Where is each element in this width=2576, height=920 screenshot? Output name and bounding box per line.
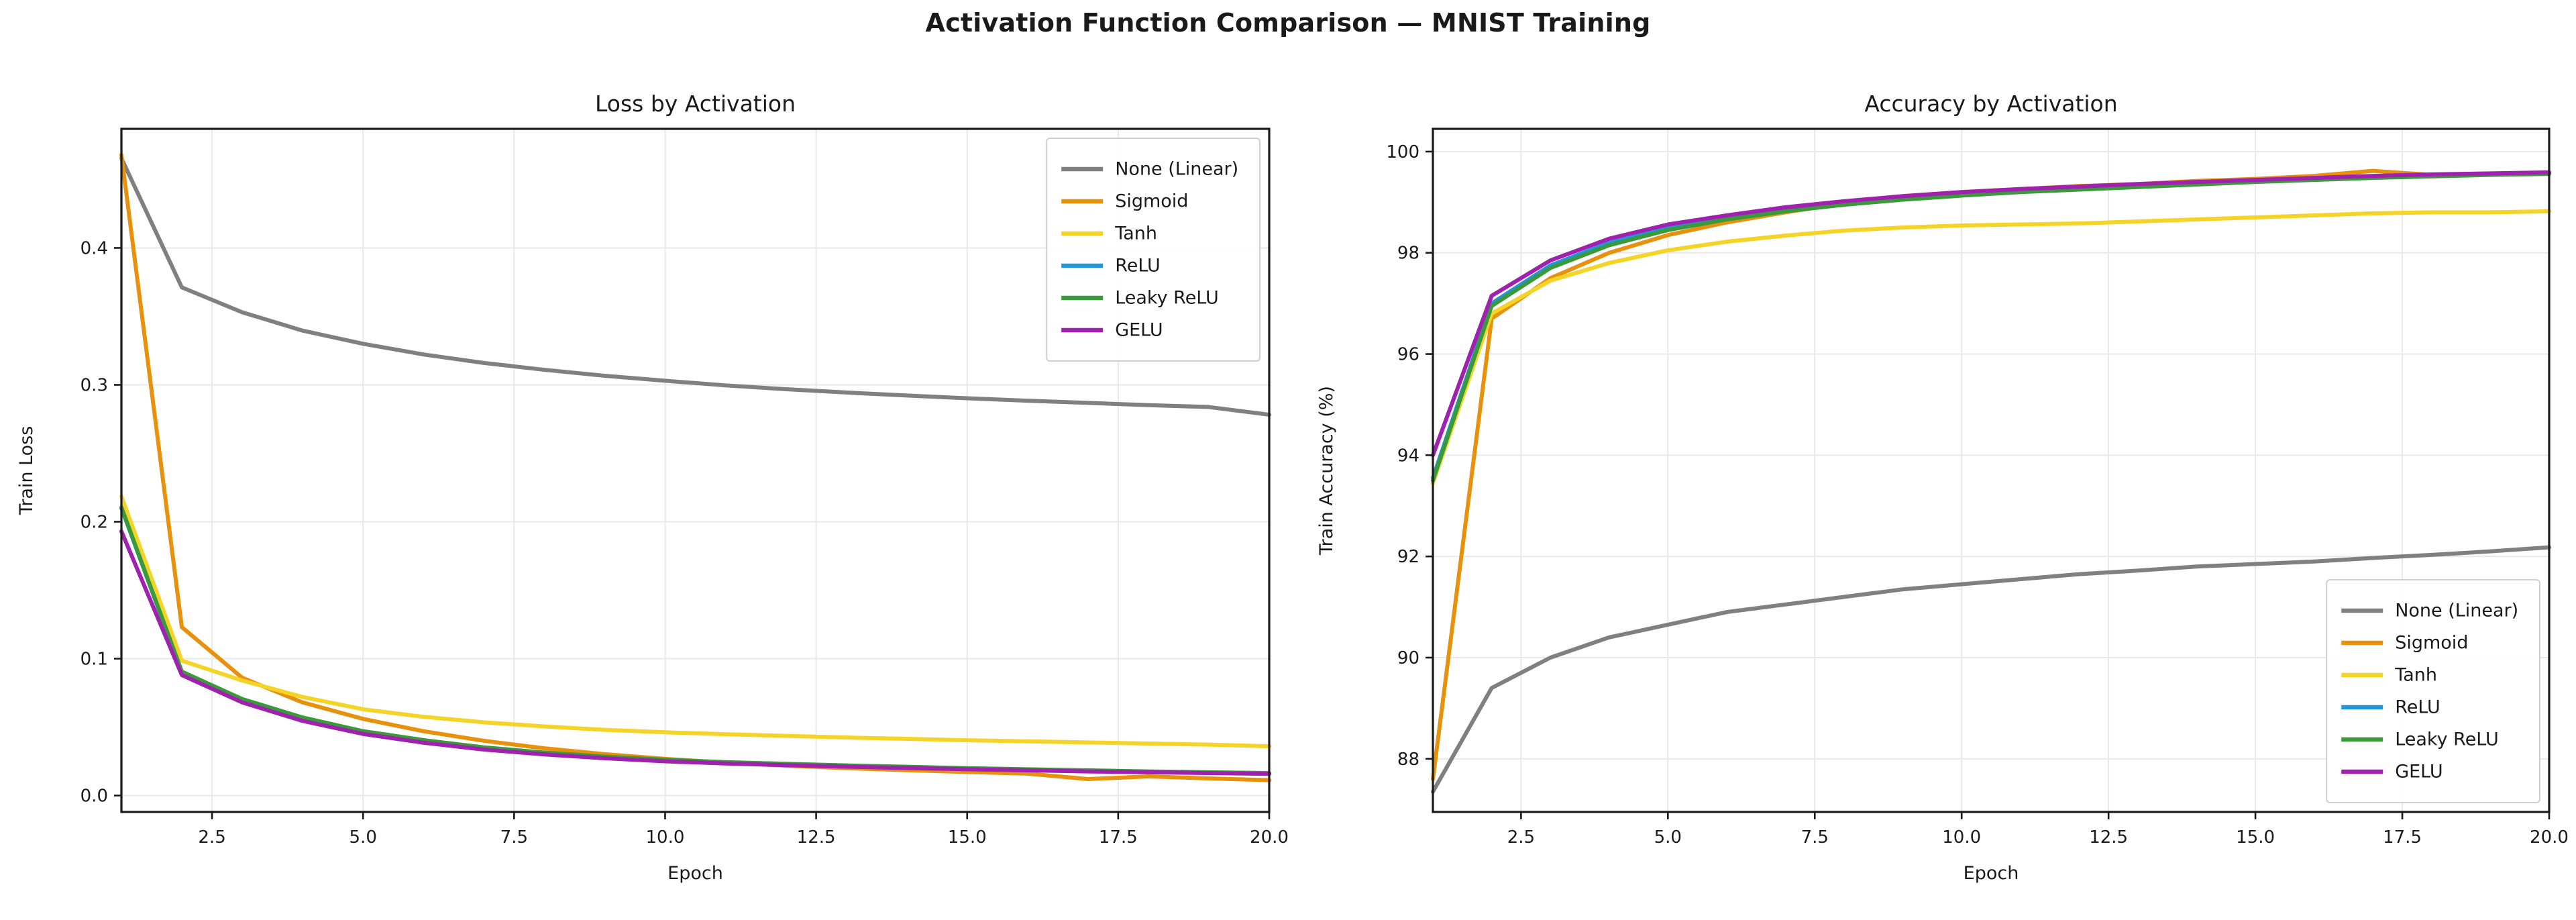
y-tick-label: 88 bbox=[1397, 750, 1419, 770]
axes-frame bbox=[1432, 127, 2551, 813]
series-group bbox=[1431, 168, 2551, 794]
figure-suptitle: Activation Function Comparison — MNIST T… bbox=[925, 8, 1651, 38]
y-tick-label: 92 bbox=[1397, 547, 1419, 567]
x-tick-label: 20.0 bbox=[1250, 827, 1289, 848]
gridlines bbox=[121, 129, 1270, 812]
legend-label-relu: ReLU bbox=[1115, 256, 1161, 276]
legend-label-leaky-relu: Leaky ReLU bbox=[2395, 729, 2499, 750]
y-tick-label: 90 bbox=[1397, 648, 1419, 668]
x-axis-label: Epoch bbox=[1964, 863, 2019, 884]
y-tick-label: 100 bbox=[1386, 142, 1419, 162]
x-tick-label: 7.5 bbox=[500, 827, 528, 848]
series-line-tanh bbox=[1431, 209, 2551, 485]
x-tick-label: 7.5 bbox=[1801, 827, 1829, 848]
legend[interactable]: None (Linear) Sigmoid Tanh ReLU Leaky ReLU GE… bbox=[1046, 138, 1260, 362]
y-axis-label: Train Loss bbox=[16, 426, 37, 516]
y-tick-label: 98 bbox=[1397, 244, 1419, 264]
series-line-gelu bbox=[119, 529, 1271, 776]
series-line-tanh bbox=[119, 494, 1271, 749]
y-tick-label: 96 bbox=[1397, 345, 1419, 365]
x-tick-label: 17.5 bbox=[1099, 827, 1138, 848]
legend-label-none-linear: None (Linear) bbox=[1115, 159, 1238, 180]
legend-label-relu: ReLU bbox=[2395, 697, 2440, 718]
axis-ticks: 2.5 5.0 7.5 10.0 12.5 15.0 17.5 20.0 0.0 0.1 0.2 0.… bbox=[80, 238, 1289, 848]
y-tick-label: 0.3 bbox=[80, 375, 108, 395]
chart-accuracy: 2.5 5.0 7.5 10.0 12.5 15.0 17.5 20.0 88 90 92 94 96 9… bbox=[1316, 91, 2569, 884]
subplot-title: Loss by Activation bbox=[595, 91, 796, 117]
x-tick-label: 10.0 bbox=[646, 827, 685, 848]
x-tick-label: 17.5 bbox=[2383, 827, 2422, 848]
x-tick-label: 12.5 bbox=[2089, 827, 2128, 848]
axes-frame bbox=[120, 127, 1271, 813]
legend-label-none-linear: None (Linear) bbox=[2395, 601, 2518, 621]
x-tick-label: 10.0 bbox=[1942, 827, 1981, 848]
legend-label-sigmoid: Sigmoid bbox=[2395, 633, 2468, 654]
legend[interactable]: None (Linear) Sigmoid Tanh ReLU Leaky ReLU GE… bbox=[2326, 579, 2540, 803]
series-line-none-linear bbox=[1431, 545, 2551, 794]
series-group bbox=[119, 152, 1271, 782]
series-line-gelu bbox=[1431, 170, 2551, 458]
x-tick-label: 5.0 bbox=[350, 827, 377, 848]
x-tick-label: 15.0 bbox=[2236, 827, 2275, 848]
x-tick-label: 5.0 bbox=[1654, 827, 1682, 848]
legend-label-gelu: GELU bbox=[1115, 320, 1163, 341]
x-tick-label: 20.0 bbox=[2530, 827, 2569, 848]
legend-label-tanh: Tanh bbox=[2394, 665, 2437, 686]
axis-ticks: 2.5 5.0 7.5 10.0 12.5 15.0 17.5 20.0 88 90 92 94 96 9… bbox=[1386, 142, 2569, 848]
legend-label-tanh: Tanh bbox=[1114, 223, 1157, 244]
legend-label-gelu: GELU bbox=[2395, 762, 2443, 782]
chart-loss: 2.5 5.0 7.5 10.0 12.5 15.0 17.5 20.0 0.0 0.1 0.2 0.… bbox=[16, 91, 1289, 884]
x-tick-label: 15.0 bbox=[948, 827, 987, 848]
y-tick-label: 0.0 bbox=[80, 786, 108, 807]
y-axis-label: Train Accuracy (%) bbox=[1316, 386, 1337, 556]
x-tick-label: 2.5 bbox=[198, 827, 225, 848]
legend-label-sigmoid: Sigmoid bbox=[1115, 191, 1188, 212]
legend-label-leaky-relu: Leaky ReLU bbox=[1115, 288, 1219, 309]
y-tick-label: 0.1 bbox=[80, 650, 108, 670]
x-tick-label: 2.5 bbox=[1507, 827, 1535, 848]
subplot-title: Accuracy by Activation bbox=[1864, 91, 2117, 117]
x-tick-label: 12.5 bbox=[797, 827, 836, 848]
subplot-loss-by-activation: 2.5 5.0 7.5 10.0 12.5 15.0 17.5 20.0 0.0 0.1 0.2 0.… bbox=[0, 67, 1301, 920]
series-line-none-linear bbox=[119, 156, 1271, 417]
y-tick-label: 0.4 bbox=[80, 238, 108, 258]
y-tick-label: 94 bbox=[1397, 446, 1419, 466]
y-tick-label: 0.2 bbox=[80, 513, 108, 533]
series-line-leaky-relu bbox=[1431, 172, 2551, 483]
x-axis-label: Epoch bbox=[667, 863, 723, 884]
subplot-accuracy-by-activation: 2.5 5.0 7.5 10.0 12.5 15.0 17.5 20.0 88 90 92 94 96 9… bbox=[1301, 67, 2576, 920]
